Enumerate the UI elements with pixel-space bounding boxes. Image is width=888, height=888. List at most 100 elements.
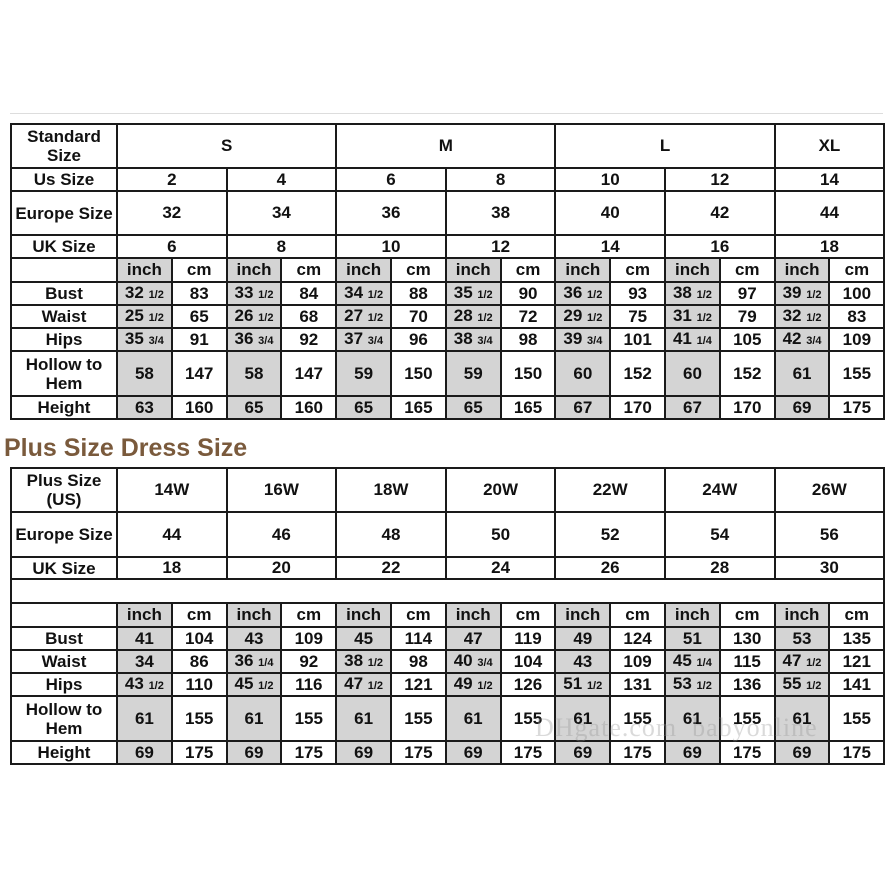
plus-size-table: Plus Size (US) 14W 16W 18W 20W 22W 24W 26W Europ… [9,467,886,765]
top-divider [10,113,883,114]
inch-value: 31 1/2 [664,304,721,329]
inch-value: 69 [663,740,721,765]
europe-size: 36 [335,190,447,236]
row-label: Height [10,395,118,420]
unit-cm: cm [609,602,666,628]
us-size-row: Us Size 2 4 6 8 10 12 14 [10,167,886,192]
cm-value: 150 [390,350,447,397]
measurement-row: Height 63 160 65 160 65 165 65 165 67 170 67 170 69 17… [10,395,886,420]
cm-value: 109 [828,327,886,352]
inch-value: 61 [225,695,283,742]
inch-value: 69 [554,740,612,765]
row-label: Waist [10,304,118,329]
inch-value: 41 1/4 [664,327,721,352]
cm-value: 131 [609,672,666,697]
inch-value: 69 [773,395,831,420]
inch-value: 45 [335,626,392,651]
uk-size: 30 [773,556,886,580]
row-label: Bust [10,626,118,651]
row-label: Hips [10,327,118,352]
cm-value: 155 [499,695,557,742]
inch-value: 40 3/4 [444,649,502,674]
row-label: Height [10,740,118,765]
inch-value: 61 [116,695,173,742]
inch-value: 43 [225,626,283,651]
cm-value: 84 [280,281,338,306]
cm-value: 155 [828,350,886,397]
cm-value: 155 [828,695,886,742]
inch-value: 36 1/2 [554,281,612,306]
measurement-row: Bust 32 1/2 83 33 1/2 84 34 1/2 88 35 1/2 90 36 1… [10,281,886,306]
us-size: 8 [444,167,557,192]
europe-size-row: Europe Size 32 34 36 38 40 42 44 [10,190,886,236]
cm-value: 86 [170,649,228,674]
europe-size: 46 [225,511,338,558]
cm-value: 65 [170,304,228,329]
row-label: Hollow to Hem [10,695,118,742]
cm-value: 155 [170,695,228,742]
plus-size: 16W [225,467,338,513]
unit-cm: cm [280,602,338,628]
measurement-row: Bust 41 104 43 109 45 114 47 119 49 124 51 130 53 135 [10,626,886,651]
europe-size: 54 [663,511,776,558]
cm-value: 170 [609,395,667,420]
unit-inch: inch [773,602,831,628]
unit-cm: cm [170,602,228,628]
europe-size: 34 [225,190,338,236]
inch-value: 58 [116,350,173,397]
us-size: 4 [225,167,338,192]
inch-value: 42 3/4 [773,327,831,352]
unit-inch: inch [444,257,502,283]
standard-size-row: Standard Size S M L XL [10,123,886,169]
blank-cell [10,602,118,628]
unit-inch: inch [225,602,283,628]
plus-size-title: Plus Size Dress Size [4,434,248,462]
cm-value: 93 [609,281,667,306]
uk-size-row: UK Size 6 8 10 12 14 16 18 [10,234,886,259]
europe-size: 44 [773,190,886,236]
cm-value: 121 [389,672,447,697]
uk-size: 6 [116,234,228,259]
cm-value: 150 [499,350,557,397]
standard-size-table: Standard Size S M L XL Us Size 2 4 6 8 10 12 14 Europ… [10,123,886,420]
us-size: 12 [664,167,776,192]
inch-value: 27 1/2 [335,304,393,329]
row-label: Bust [10,281,118,306]
inch-value: 60 [664,350,721,397]
cm-value: 160 [170,395,228,420]
inch-value: 38 1/2 [335,649,392,674]
unit-inch: inch [664,257,721,283]
us-size: 10 [554,167,667,192]
us-size: 2 [116,167,228,192]
inch-value: 39 3/4 [554,327,612,352]
inch-value: 59 [444,350,502,397]
cm-value: 155 [609,695,666,742]
cm-value: 170 [718,395,776,420]
cm-value: 152 [718,350,776,397]
cm-value: 124 [609,626,666,651]
spacer-row [9,578,886,604]
cm-value: 175 [170,740,228,765]
cm-value: 130 [718,626,776,651]
europe-size: 48 [335,511,447,558]
cm-value: 92 [280,649,338,674]
cm-value: 104 [170,626,228,651]
inch-value: 65 [225,395,283,420]
uk-size: 14 [554,234,667,259]
row-label: Hips [10,672,118,697]
cm-value: 115 [718,649,776,674]
unit-inch: inch [225,257,283,283]
europe-size: 32 [116,190,228,236]
plus-size: 14W [116,467,228,513]
inch-value: 60 [554,350,612,397]
unit-cm: cm [499,257,557,283]
inch-value: 69 [225,740,283,765]
europe-size: 44 [116,511,228,558]
inch-value: 29 1/2 [554,304,612,329]
plus-size: 18W [335,467,447,513]
cm-value: 175 [828,395,886,420]
row-label: Us Size [10,167,118,192]
plus-size-row: Plus Size (US) 14W 16W 18W 20W 22W 24W 26W [10,467,886,513]
inch-value: 32 1/2 [773,304,831,329]
uk-size: 22 [335,556,447,580]
